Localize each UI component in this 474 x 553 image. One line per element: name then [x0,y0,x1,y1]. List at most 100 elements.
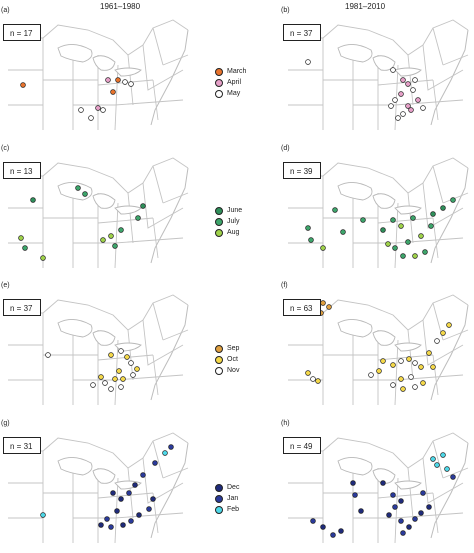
panel-label: (b) [281,7,290,14]
state-border [152,27,164,66]
state-border [97,217,154,224]
station-dot [45,352,51,358]
map-panel-e: (e) n = 37 [1,282,193,407]
state-border [114,374,184,381]
state-border [394,99,464,106]
great-lake [57,44,93,63]
legend-swatch [215,79,223,87]
station-dot [392,97,398,103]
state-border [407,467,414,519]
station-dot [118,227,124,233]
map [288,432,469,544]
state-border [442,467,469,479]
station-dot [390,492,396,498]
state-border [152,354,159,396]
legend-item-aug: Aug [215,227,275,238]
station-dot [426,350,432,356]
station-dot [110,89,116,95]
station-dot [368,372,374,378]
station-dot [406,356,412,362]
station-dot [412,253,418,259]
station-dot [128,518,134,524]
legend-swatch [215,506,223,514]
state-border [432,440,444,479]
state-border [432,354,439,396]
station-dot [104,516,110,522]
station-dot [420,105,426,111]
state-border [127,329,134,381]
station-dot [422,249,428,255]
great-lake [394,67,422,77]
station-dot [40,512,46,518]
great-lake [337,44,373,63]
state-border [152,165,164,204]
station-dot [444,466,450,472]
station-dot [18,235,24,241]
station-dot [108,524,114,530]
state-border [407,329,414,381]
state-border [394,339,399,406]
state-border [394,512,464,519]
station-dot [168,444,174,450]
legend-swatch [215,90,223,98]
sample-count-box: n = 31 [3,437,41,454]
station-dot [136,512,142,518]
station-dot [352,492,358,498]
station-dot [78,107,84,113]
station-dot [440,452,446,458]
station-dot [350,480,356,486]
great-lake [57,319,93,338]
coastline [430,442,469,539]
map [8,157,189,269]
station-dot [120,376,126,382]
legend-swatch [215,356,223,364]
panel-label: (f) [281,282,288,289]
coastline [150,304,189,401]
legend-label: Oct [227,356,238,363]
great-lake [337,182,373,201]
column-title-1981-2010: 1981–2010 [345,2,386,11]
station-dot [430,211,436,217]
station-dot [330,532,336,538]
station-dot [100,237,106,243]
station-dot [118,496,124,502]
station-dot [430,364,436,370]
station-dot [400,77,406,83]
great-lake [114,67,142,77]
station-dot [340,229,346,235]
station-dot [105,77,111,83]
legend-label: Aug [227,229,240,236]
station-dot [440,330,446,336]
legend-swatch [215,218,223,226]
state-border [162,467,189,479]
map-panel-g: (g) n = 31 [1,420,193,545]
state-border [152,302,164,341]
state-border [442,54,469,66]
state-border [377,217,434,224]
station-dot [308,237,314,243]
map-panel-b: (b) n = 37 [281,7,473,132]
sample-count-box: n = 63 [283,299,321,316]
legend-fall: Sep Oct Nov [215,343,275,376]
station-dot [358,508,364,514]
station-dot [398,498,404,504]
station-dot [418,364,424,370]
station-dot [124,354,130,360]
legend-item-june: June [215,205,275,216]
station-dot [450,197,456,203]
great-lake [92,55,116,71]
legend-label: Feb [227,506,240,513]
station-dot [132,482,138,488]
sample-count-box: n = 49 [283,437,321,454]
station-dot [392,245,398,251]
state-border [394,477,399,544]
legend-swatch [215,345,223,353]
station-dot [420,490,426,496]
station-dot [434,338,440,344]
great-lake [57,182,93,201]
station-dot [408,374,414,380]
panel-label: (a) [1,7,10,14]
station-dot [410,87,416,93]
panel-label: (g) [1,420,10,427]
state-border [114,202,119,269]
